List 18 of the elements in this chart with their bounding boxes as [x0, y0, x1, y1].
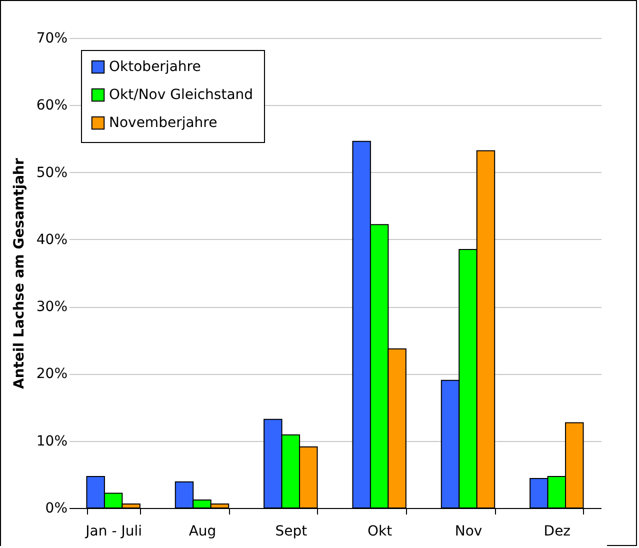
- y-tick-label: 70%: [36, 30, 68, 46]
- x-tick-label: Okt: [368, 524, 393, 540]
- legend-label: Novemberjahre: [109, 115, 218, 131]
- legend-label: Oktoberjahre: [109, 59, 201, 75]
- y-tick-label: 30%: [36, 299, 68, 316]
- y-tick-label: 20%: [36, 366, 68, 382]
- x-tick-label: Aug: [188, 524, 216, 540]
- y-tick-label: 10%: [36, 433, 68, 450]
- y-tick-label: 50%: [36, 164, 68, 181]
- x-tick-label: Sept: [275, 524, 308, 540]
- y-tick-label: 40%: [36, 232, 68, 248]
- y-tick-label: 60%: [36, 98, 68, 114]
- legend-label: Okt/Nov Gleichstand: [109, 87, 254, 103]
- y-tick-label: 0%: [45, 500, 68, 516]
- x-tick-label: Nov: [454, 524, 482, 540]
- x-tick-label: Dez: [544, 524, 571, 540]
- x-tick-label: Jan - Juli: [84, 524, 142, 540]
- y-axis-title: Anteil Lachse am Gesamtjahr: [11, 158, 28, 389]
